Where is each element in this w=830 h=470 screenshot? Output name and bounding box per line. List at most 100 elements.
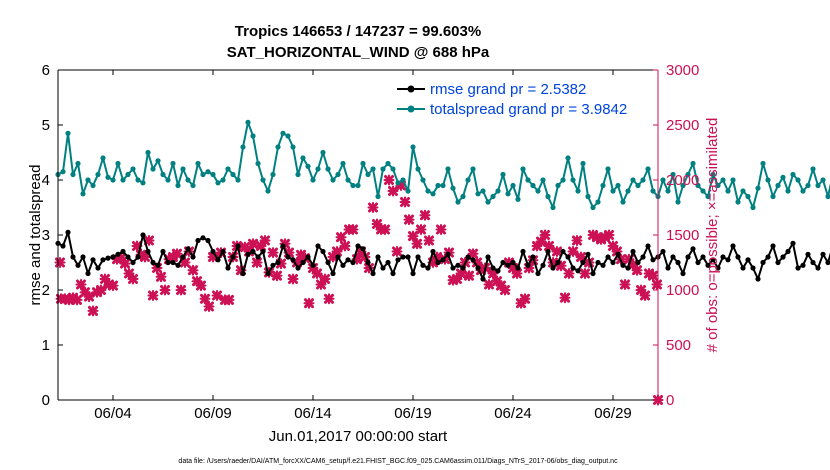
y-right-tick-label: 1000 [666,282,699,299]
obs-count-point [455,268,467,279]
x-tick-label: 06/04 [94,405,132,422]
rmse-point [450,265,456,271]
rmse-point [360,246,366,252]
totalspread-point [810,166,816,172]
rmse-point [755,276,761,282]
rmse-point [105,255,111,261]
rmse-point [455,262,461,268]
totalspread-point [755,185,761,191]
rmse-point [145,248,151,255]
totalspread-point [805,182,811,189]
legend-rmse-label: rmse grand pr = 2.5382 [430,81,586,98]
obs-count-point [259,235,271,246]
obs-count-point [335,231,347,243]
rmse-point [785,248,791,255]
obs-count-point [391,246,403,257]
rmse-point [135,254,141,260]
rmse-point [600,262,606,268]
obs-count-point [71,294,83,306]
rmse-point [685,254,691,260]
obs-count-point [567,246,579,257]
rmse-point [525,262,531,268]
x-tick-label: 06/09 [194,405,232,422]
rmse-point [810,259,816,266]
rmse-point [380,265,386,271]
rmse-point [370,270,376,277]
rmse-point [215,257,221,263]
rmse-point [540,262,546,268]
obs-count-point [551,246,563,257]
rmse-point [155,262,161,268]
y-left-tick-label: 0 [42,392,50,409]
obs-count-point [399,196,411,208]
rmse-point [180,254,186,260]
rmse-point [535,270,541,277]
totalspread-point [295,171,301,178]
totalspread-line [57,121,830,209]
rmse-point [285,254,291,260]
rmse-point [745,257,751,263]
x-axis-label: Jun.01,2017 00:00:00 start [269,428,448,445]
totalspread-point [220,177,226,183]
rmse-point [275,259,281,266]
obs-count-point [603,229,615,241]
y-left-tick-label: 5 [42,117,50,134]
totalspread-point [690,160,696,167]
obs-count-point [95,284,107,296]
obs-count-point [339,240,351,252]
rmse-point [585,251,591,257]
rmse-point [505,262,511,268]
rmse-point [520,248,526,255]
totalspread-point [420,177,426,183]
totalspread-point [495,188,501,194]
legend-rmse-marker [407,85,415,93]
y-left-axis-label: rmse and totalspread [27,165,44,306]
totalspread-point [825,193,830,200]
rmse-point [515,265,521,271]
obs-count-point [271,270,283,282]
totalspread-point [185,177,191,183]
obs-count-point [203,301,215,312]
obs-count-point [311,268,323,279]
totalspread-point [80,191,86,197]
totalspread-point [510,182,516,189]
y-right-tick-label: 3000 [666,62,699,79]
totalspread-point [550,204,556,211]
y-left-tick-label: 2 [42,282,50,299]
obs-count-point [651,279,663,290]
rmse-point [160,248,166,255]
rmse-point [270,262,276,268]
rmse-point [80,254,86,260]
totalspread-point [205,169,211,175]
obs-count-point [467,248,479,260]
totalspread-point [190,182,196,189]
obs-count-point [579,268,591,279]
totalspread-point [465,177,471,183]
x-tick-label: 06/19 [394,405,432,422]
rmse-point [315,243,321,249]
totalspread-point [370,166,376,172]
totalspread-point [795,177,801,183]
totalspread-point [410,144,416,150]
totalspread-point [530,182,536,189]
rmse-point [610,259,616,266]
rmse-point [430,248,436,255]
totalspread-point [710,171,716,178]
obs-count-point [631,264,643,276]
totalspread-point [545,193,551,200]
rmse-point [700,254,706,260]
rmse-point [305,254,311,260]
rmse-point [140,232,146,238]
rmse-point [190,254,196,260]
totalspread-point [715,182,721,189]
totalspread-point [445,166,451,172]
totalspread-point [70,171,76,178]
rmse-point [800,262,806,268]
totalspread-point [340,160,346,167]
rmse-point [195,237,201,244]
rmse-point [300,259,306,266]
rmse-point [340,262,346,268]
chart-title-line2: SAT_HORIZONTAL_WIND @ 688 hPa [227,44,490,61]
totalspread-point [575,188,581,194]
totalspread-point [780,174,786,180]
